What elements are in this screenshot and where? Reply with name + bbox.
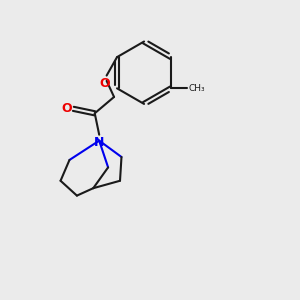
Text: CH₃: CH₃ bbox=[189, 84, 206, 93]
Text: N: N bbox=[94, 136, 104, 149]
Text: O: O bbox=[61, 102, 72, 115]
Text: O: O bbox=[100, 77, 110, 90]
